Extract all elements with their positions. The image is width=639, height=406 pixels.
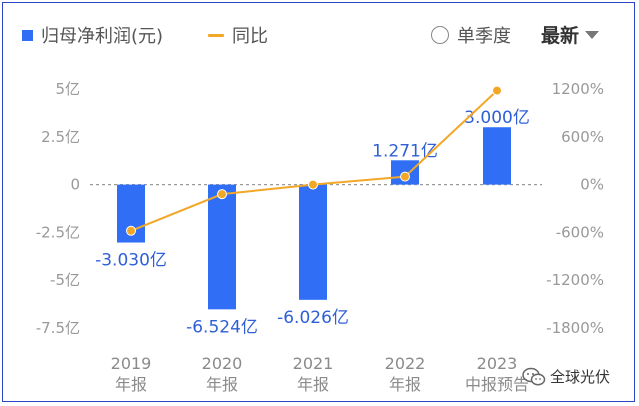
x-tick-label-year: 2023 bbox=[477, 354, 518, 373]
yoy-point bbox=[126, 225, 136, 236]
bar-data-label: -6.026亿 bbox=[277, 308, 349, 328]
radio-icon[interactable] bbox=[431, 26, 449, 44]
yoy-point bbox=[400, 171, 410, 182]
legend-bar-item[interactable]: 归母净利润(元) bbox=[22, 22, 163, 48]
bar-data-label: -6.524亿 bbox=[186, 317, 258, 337]
single-quarter-label: 单季度 bbox=[457, 26, 511, 47]
line-swatch bbox=[208, 33, 224, 37]
bar bbox=[299, 184, 327, 300]
y-left-tick-label: -7.5亿 bbox=[36, 319, 80, 337]
y-right-tick-label: -1200% bbox=[546, 271, 604, 289]
y-left-tick-label: 5亿 bbox=[55, 80, 80, 98]
caret-down-icon bbox=[585, 30, 600, 39]
watermark: 全球光伏 bbox=[522, 366, 610, 387]
legend-line-label: 同比 bbox=[232, 26, 268, 47]
x-tick-label-type: 年报 bbox=[115, 375, 147, 394]
chart-frame bbox=[2, 2, 635, 402]
bar-swatch bbox=[22, 29, 33, 41]
single-quarter-toggle[interactable]: 单季度 bbox=[431, 22, 511, 48]
x-tick-label-type: 年报 bbox=[389, 375, 421, 394]
yoy-point bbox=[217, 189, 227, 200]
x-tick-label-year: 2022 bbox=[385, 354, 426, 373]
bar-data-label: 3.000亿 bbox=[464, 108, 530, 128]
legend-bar-label: 归母净利润(元) bbox=[41, 26, 164, 47]
x-tick-label-year: 2020 bbox=[202, 354, 243, 373]
bar bbox=[483, 127, 511, 185]
x-tick-label-year: 2021 bbox=[293, 354, 334, 373]
yoy-point bbox=[308, 179, 318, 190]
yoy-point bbox=[492, 85, 502, 96]
x-tick-label-type: 年报 bbox=[297, 375, 329, 394]
latest-dropdown-label: 最新 bbox=[541, 25, 580, 47]
y-left-tick-label: -5亿 bbox=[50, 271, 80, 289]
y-right-tick-label: 1200% bbox=[552, 80, 604, 98]
y-left-tick-label: 2.5亿 bbox=[41, 128, 80, 146]
y-right-tick-label: 600% bbox=[561, 128, 604, 146]
legend-line-item[interactable]: 同比 bbox=[208, 22, 268, 48]
bar-data-label: 1.271亿 bbox=[372, 141, 438, 161]
watermark-text: 全球光伏 bbox=[550, 368, 611, 386]
latest-dropdown[interactable]: 最新 bbox=[541, 21, 600, 48]
bar bbox=[208, 184, 236, 310]
chart-header: 归母净利润(元) 同比 单季度 最新 bbox=[0, 0, 639, 60]
x-tick-label-type: 年报 bbox=[206, 375, 238, 394]
bar-data-label: -3.030亿 bbox=[95, 251, 167, 271]
x-tick-label-type: 中报预告 bbox=[465, 375, 529, 394]
y-right-tick-label: 0% bbox=[580, 176, 604, 194]
wechat-icon bbox=[522, 367, 546, 385]
x-tick-label-year: 2019 bbox=[111, 354, 152, 373]
y-left-tick-label: -2.5亿 bbox=[36, 223, 80, 241]
y-right-tick-label: -600% bbox=[556, 223, 604, 241]
y-right-tick-label: -1800% bbox=[546, 319, 604, 337]
y-left-tick-label: 0 bbox=[70, 176, 80, 194]
